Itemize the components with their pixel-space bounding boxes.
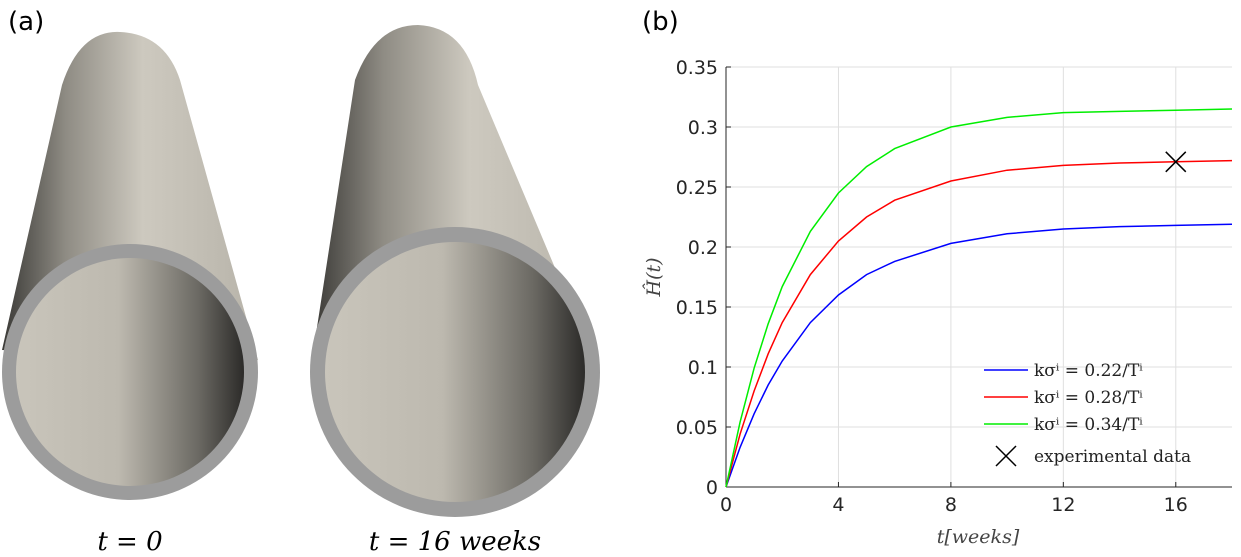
legend-label: kσⁱ = 0.28/Tⁱ (1034, 388, 1143, 408)
caption: t = 0 (97, 527, 162, 557)
x-tick-label: 0 (720, 494, 732, 516)
data-point (1165, 151, 1187, 173)
tube (2, 31, 258, 500)
legend-label: kσⁱ = 0.34/Tⁱ (1034, 415, 1143, 435)
x-tick-label: 16 (1164, 494, 1188, 516)
legend-label: kσⁱ = 0.22/Tⁱ (1034, 361, 1143, 381)
y-tick-label: 0.35 (676, 57, 718, 79)
x-tick-label: 4 (832, 494, 844, 516)
y-tick-label: 0.2 (688, 237, 718, 259)
panel-label: (b) (642, 7, 679, 37)
y-tick-label: 0.1 (688, 357, 718, 379)
plot-area (726, 67, 1232, 487)
data-line (725, 223, 1233, 488)
tube (310, 25, 600, 517)
y-axis-label: Ĥ(t) (642, 257, 665, 297)
x-tick-label: 12 (1051, 494, 1075, 516)
y-tick-label: 0.3 (688, 117, 718, 139)
y-tick-label: 0.15 (676, 297, 718, 319)
legend-marker (995, 445, 1017, 467)
data-line (725, 159, 1233, 488)
panel-label: (a) (8, 7, 44, 37)
x-tick-label: 8 (945, 494, 957, 516)
caption: t = 16 weeks (369, 527, 541, 557)
y-tick-label: 0.25 (676, 177, 718, 199)
y-tick-label: 0 (706, 477, 718, 499)
y-tick-label: 0.05 (676, 417, 718, 439)
x-axis-label: t[weeks] (937, 526, 1020, 548)
data-line (725, 108, 1233, 488)
legend-label: experimental data (1034, 447, 1191, 467)
